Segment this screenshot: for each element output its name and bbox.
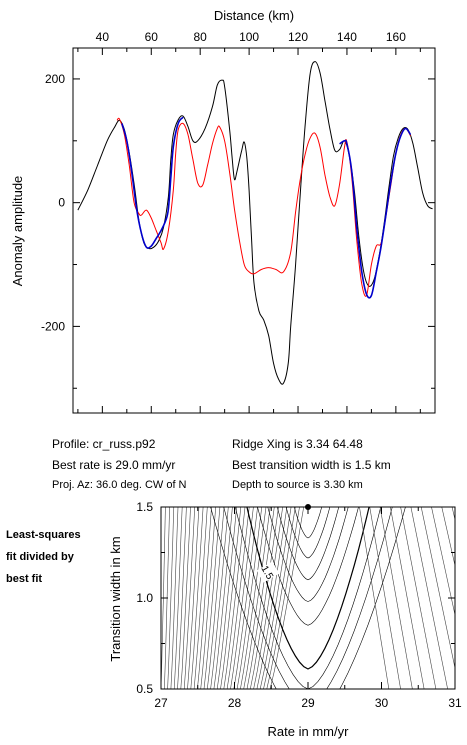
contour-line xyxy=(256,507,288,689)
best-rate-label: Best rate is 29.0 mm/yr xyxy=(52,458,176,472)
contour-line xyxy=(369,507,401,689)
observed-profile-line xyxy=(77,61,433,385)
anomaly-plot-x-ticks: 40 60 80 100 120 140 160 xyxy=(77,30,421,413)
contour-line xyxy=(187,507,200,689)
contour-line xyxy=(190,507,204,689)
depth-to-source-label: Depth to source is 3.30 km xyxy=(232,479,363,491)
x-tick-label: 80 xyxy=(194,30,208,44)
contour-plot-x-axis-title: Rate in mm/yr xyxy=(268,724,350,739)
x-tick-label: 28 xyxy=(228,696,242,710)
contour-line xyxy=(420,507,455,670)
x-tick-label: 60 xyxy=(145,30,159,44)
contour-line xyxy=(462,507,467,689)
contour-description-line-1: Least-squares xyxy=(6,529,81,541)
contour-line xyxy=(246,507,275,689)
contour-line xyxy=(197,507,212,689)
anomaly-plot-frame xyxy=(72,47,436,414)
y-tick-label: 1.0 xyxy=(136,591,153,605)
contour-plot-x-ticks: 27 28 29 30 31 xyxy=(154,507,462,710)
contour-line xyxy=(390,507,425,689)
contour-description-line-2: fit divided by xyxy=(6,551,74,563)
profile-label: Profile: cr_russ.p92 xyxy=(52,437,156,451)
y-tick-label: 0 xyxy=(58,196,65,210)
contour-line xyxy=(250,507,279,689)
misfit-contour-plot: 1.5 27 28 29 30 31 1.5 1.0 0.5 Rate in mm/yr T… xyxy=(108,500,467,739)
anomaly-plot-series xyxy=(77,61,433,385)
contour-lines xyxy=(161,507,467,689)
contour-line xyxy=(203,507,221,689)
x-tick-label: 160 xyxy=(386,30,406,44)
contour-description-line-3: best fit xyxy=(6,573,43,585)
contour-line xyxy=(167,507,175,689)
contour-line xyxy=(210,507,229,689)
anomaly-plot-y-axis-title: Anomaly amplitude xyxy=(10,176,25,287)
contour-line xyxy=(263,507,296,689)
contour-line xyxy=(180,507,191,689)
contour-line xyxy=(240,507,267,689)
contour-line xyxy=(210,507,406,689)
contour-line xyxy=(223,507,393,689)
contour-line xyxy=(276,507,340,581)
contour-line xyxy=(183,507,195,689)
contour-line xyxy=(259,507,292,689)
best-transition-width-label: Best transition width is 1.5 km xyxy=(232,458,391,472)
anomaly-plot: Distance (km) Anomaly amplitude 40 60 80 10… xyxy=(10,8,436,414)
contour-label-background xyxy=(256,561,280,583)
fitted-segment-line xyxy=(121,116,184,249)
contour-line xyxy=(200,507,216,689)
projection-azimuth-label: Proj. Az: 36.0 deg. CW of N xyxy=(52,479,187,491)
contour-line xyxy=(216,507,237,689)
anomaly-plot-x-axis-title: Distance (km) xyxy=(214,8,294,23)
contour-line xyxy=(213,507,233,689)
contour-line xyxy=(243,507,271,689)
contour-line xyxy=(410,507,448,689)
y-tick-label: 0.5 xyxy=(136,682,153,696)
contour-line xyxy=(379,507,413,689)
fitted-segment-line xyxy=(339,127,412,299)
x-tick-label: 30 xyxy=(375,696,389,710)
contour-line xyxy=(441,507,455,567)
contour-line xyxy=(173,507,183,689)
x-tick-label: 140 xyxy=(337,30,357,44)
x-tick-label: 40 xyxy=(96,30,110,44)
contour-line xyxy=(220,507,242,689)
anomaly-plot-y-ticks: 200 0 -200 xyxy=(41,72,435,389)
x-tick-label: 27 xyxy=(154,696,168,710)
y-tick-label: -200 xyxy=(41,319,65,333)
y-tick-label: 200 xyxy=(45,72,65,86)
contour-line xyxy=(230,507,254,689)
contour-line xyxy=(400,507,437,689)
x-tick-label: 120 xyxy=(288,30,308,44)
contour-line xyxy=(257,507,359,626)
contour-line xyxy=(193,507,208,689)
contour-line xyxy=(207,507,225,689)
contour-line xyxy=(253,507,283,689)
contour-line xyxy=(177,507,187,689)
contour-line xyxy=(226,507,250,689)
x-tick-label: 31 xyxy=(448,696,462,710)
contour-line xyxy=(170,507,179,689)
y-tick-label: 1.5 xyxy=(136,500,153,514)
ridge-crossing-label: Ridge Xing is 3.34 64.48 xyxy=(232,437,363,451)
synthetic-model-line xyxy=(116,117,411,297)
contour-plot-y-ticks: 1.5 1.0 0.5 xyxy=(136,500,455,696)
x-tick-label: 100 xyxy=(239,30,259,44)
contour-line xyxy=(285,507,331,559)
x-tick-label: 29 xyxy=(301,696,315,710)
contour-line xyxy=(234,507,382,689)
contour-line xyxy=(267,507,349,602)
contour-line xyxy=(223,507,246,689)
contour-description: Least-squares fit divided by best fit xyxy=(6,524,116,590)
contour-line xyxy=(359,507,390,689)
contour-line xyxy=(293,507,323,539)
contour-plot-y-axis-title: Transition width in km xyxy=(108,536,123,661)
